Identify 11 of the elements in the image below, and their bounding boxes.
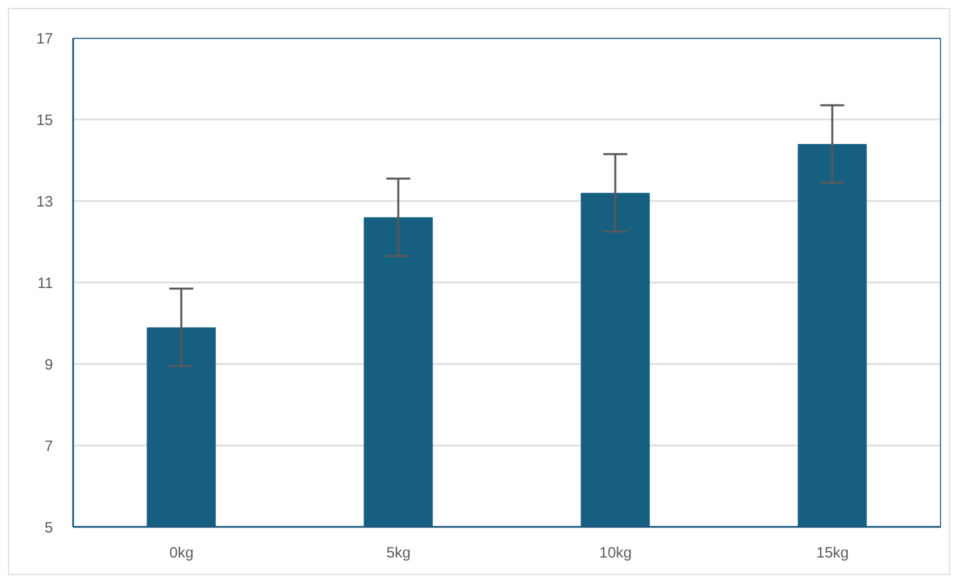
y-tick-label: 5 [44, 519, 53, 536]
y-tick-label: 7 [44, 438, 53, 455]
y-tick-label: 17 [36, 30, 53, 48]
y-tick-label: 11 [37, 274, 53, 292]
x-tick-label: 15kg [816, 544, 849, 562]
x-tick-label: 0kg [169, 544, 194, 562]
x-tick-label: 5kg [386, 544, 411, 562]
y-tick-label: 13 [36, 193, 53, 210]
y-tick-label: 15 [36, 112, 53, 129]
x-tick-label: 10kg [599, 544, 632, 562]
y-tick-label: 9 [44, 356, 53, 374]
